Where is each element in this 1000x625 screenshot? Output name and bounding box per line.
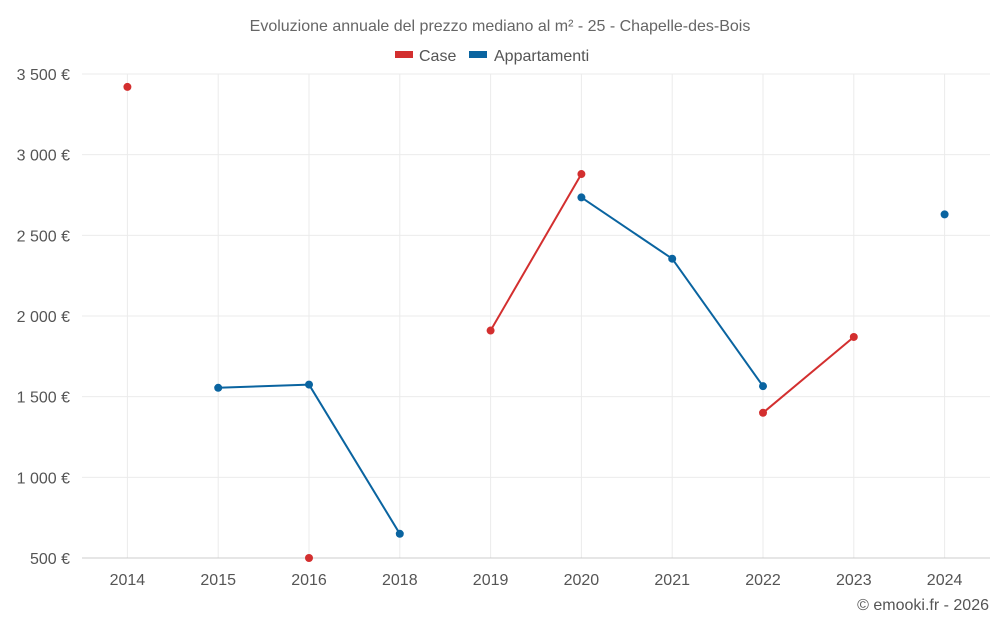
series-case xyxy=(123,82,858,562)
y-tick-label: 3 500 € xyxy=(17,67,70,84)
data-point[interactable] xyxy=(940,210,949,219)
series-layer xyxy=(123,82,949,562)
legend-item-case[interactable]: Case xyxy=(395,48,456,65)
credit-label: © emooki.fr - 2026 xyxy=(857,597,989,614)
x-tick-label: 2014 xyxy=(110,572,146,589)
y-tick-label: 2 500 € xyxy=(17,228,70,245)
y-tick-label: 2 000 € xyxy=(17,309,70,326)
gridlines xyxy=(82,73,990,558)
data-point[interactable] xyxy=(577,193,586,202)
x-tick-label: 2018 xyxy=(382,572,418,589)
legend-label-case: Case xyxy=(419,48,456,65)
legend-item-appartamenti[interactable]: Appartamenti xyxy=(469,48,589,65)
legend-swatch-case xyxy=(395,51,413,58)
legend: Case Appartamenti xyxy=(395,48,589,65)
x-tick-label: 2015 xyxy=(200,572,236,589)
data-point[interactable] xyxy=(395,529,404,538)
data-point[interactable] xyxy=(849,332,858,341)
series-line-segment xyxy=(762,336,855,414)
y-tick-label: 1 000 € xyxy=(17,470,70,487)
y-tick-label: 1 500 € xyxy=(17,390,70,407)
legend-swatch-appartamenti xyxy=(469,51,487,58)
x-tick-label: 2016 xyxy=(291,572,327,589)
data-point[interactable] xyxy=(668,254,677,263)
axes: 500 € 1 000 € 1 500 € 2 000 € 2 500 € 3 000 €… xyxy=(17,67,990,589)
legend-label-appartamenti: Appartamenti xyxy=(494,48,589,65)
series-appartamenti xyxy=(214,193,949,538)
x-tick-label: 2021 xyxy=(654,572,690,589)
data-point[interactable] xyxy=(305,380,313,389)
chart-title: Evoluzione annuale del prezzo mediano al… xyxy=(250,18,751,35)
data-point[interactable] xyxy=(214,383,223,392)
data-point[interactable] xyxy=(577,170,586,179)
x-tick-label: 2020 xyxy=(564,572,600,589)
data-point[interactable] xyxy=(759,382,767,391)
data-point[interactable] xyxy=(759,408,767,417)
data-point[interactable] xyxy=(486,326,495,335)
x-tick-label: 2022 xyxy=(745,572,781,589)
x-tick-label: 2024 xyxy=(927,572,963,589)
series-line-segment xyxy=(489,173,583,332)
data-point[interactable] xyxy=(305,554,313,562)
y-tick-label: 3 000 € xyxy=(17,148,70,165)
y-tick-label: 500 € xyxy=(30,551,70,568)
x-tick-label: 2023 xyxy=(836,572,872,589)
x-tick-label: 2019 xyxy=(473,572,509,589)
data-point[interactable] xyxy=(123,82,132,91)
